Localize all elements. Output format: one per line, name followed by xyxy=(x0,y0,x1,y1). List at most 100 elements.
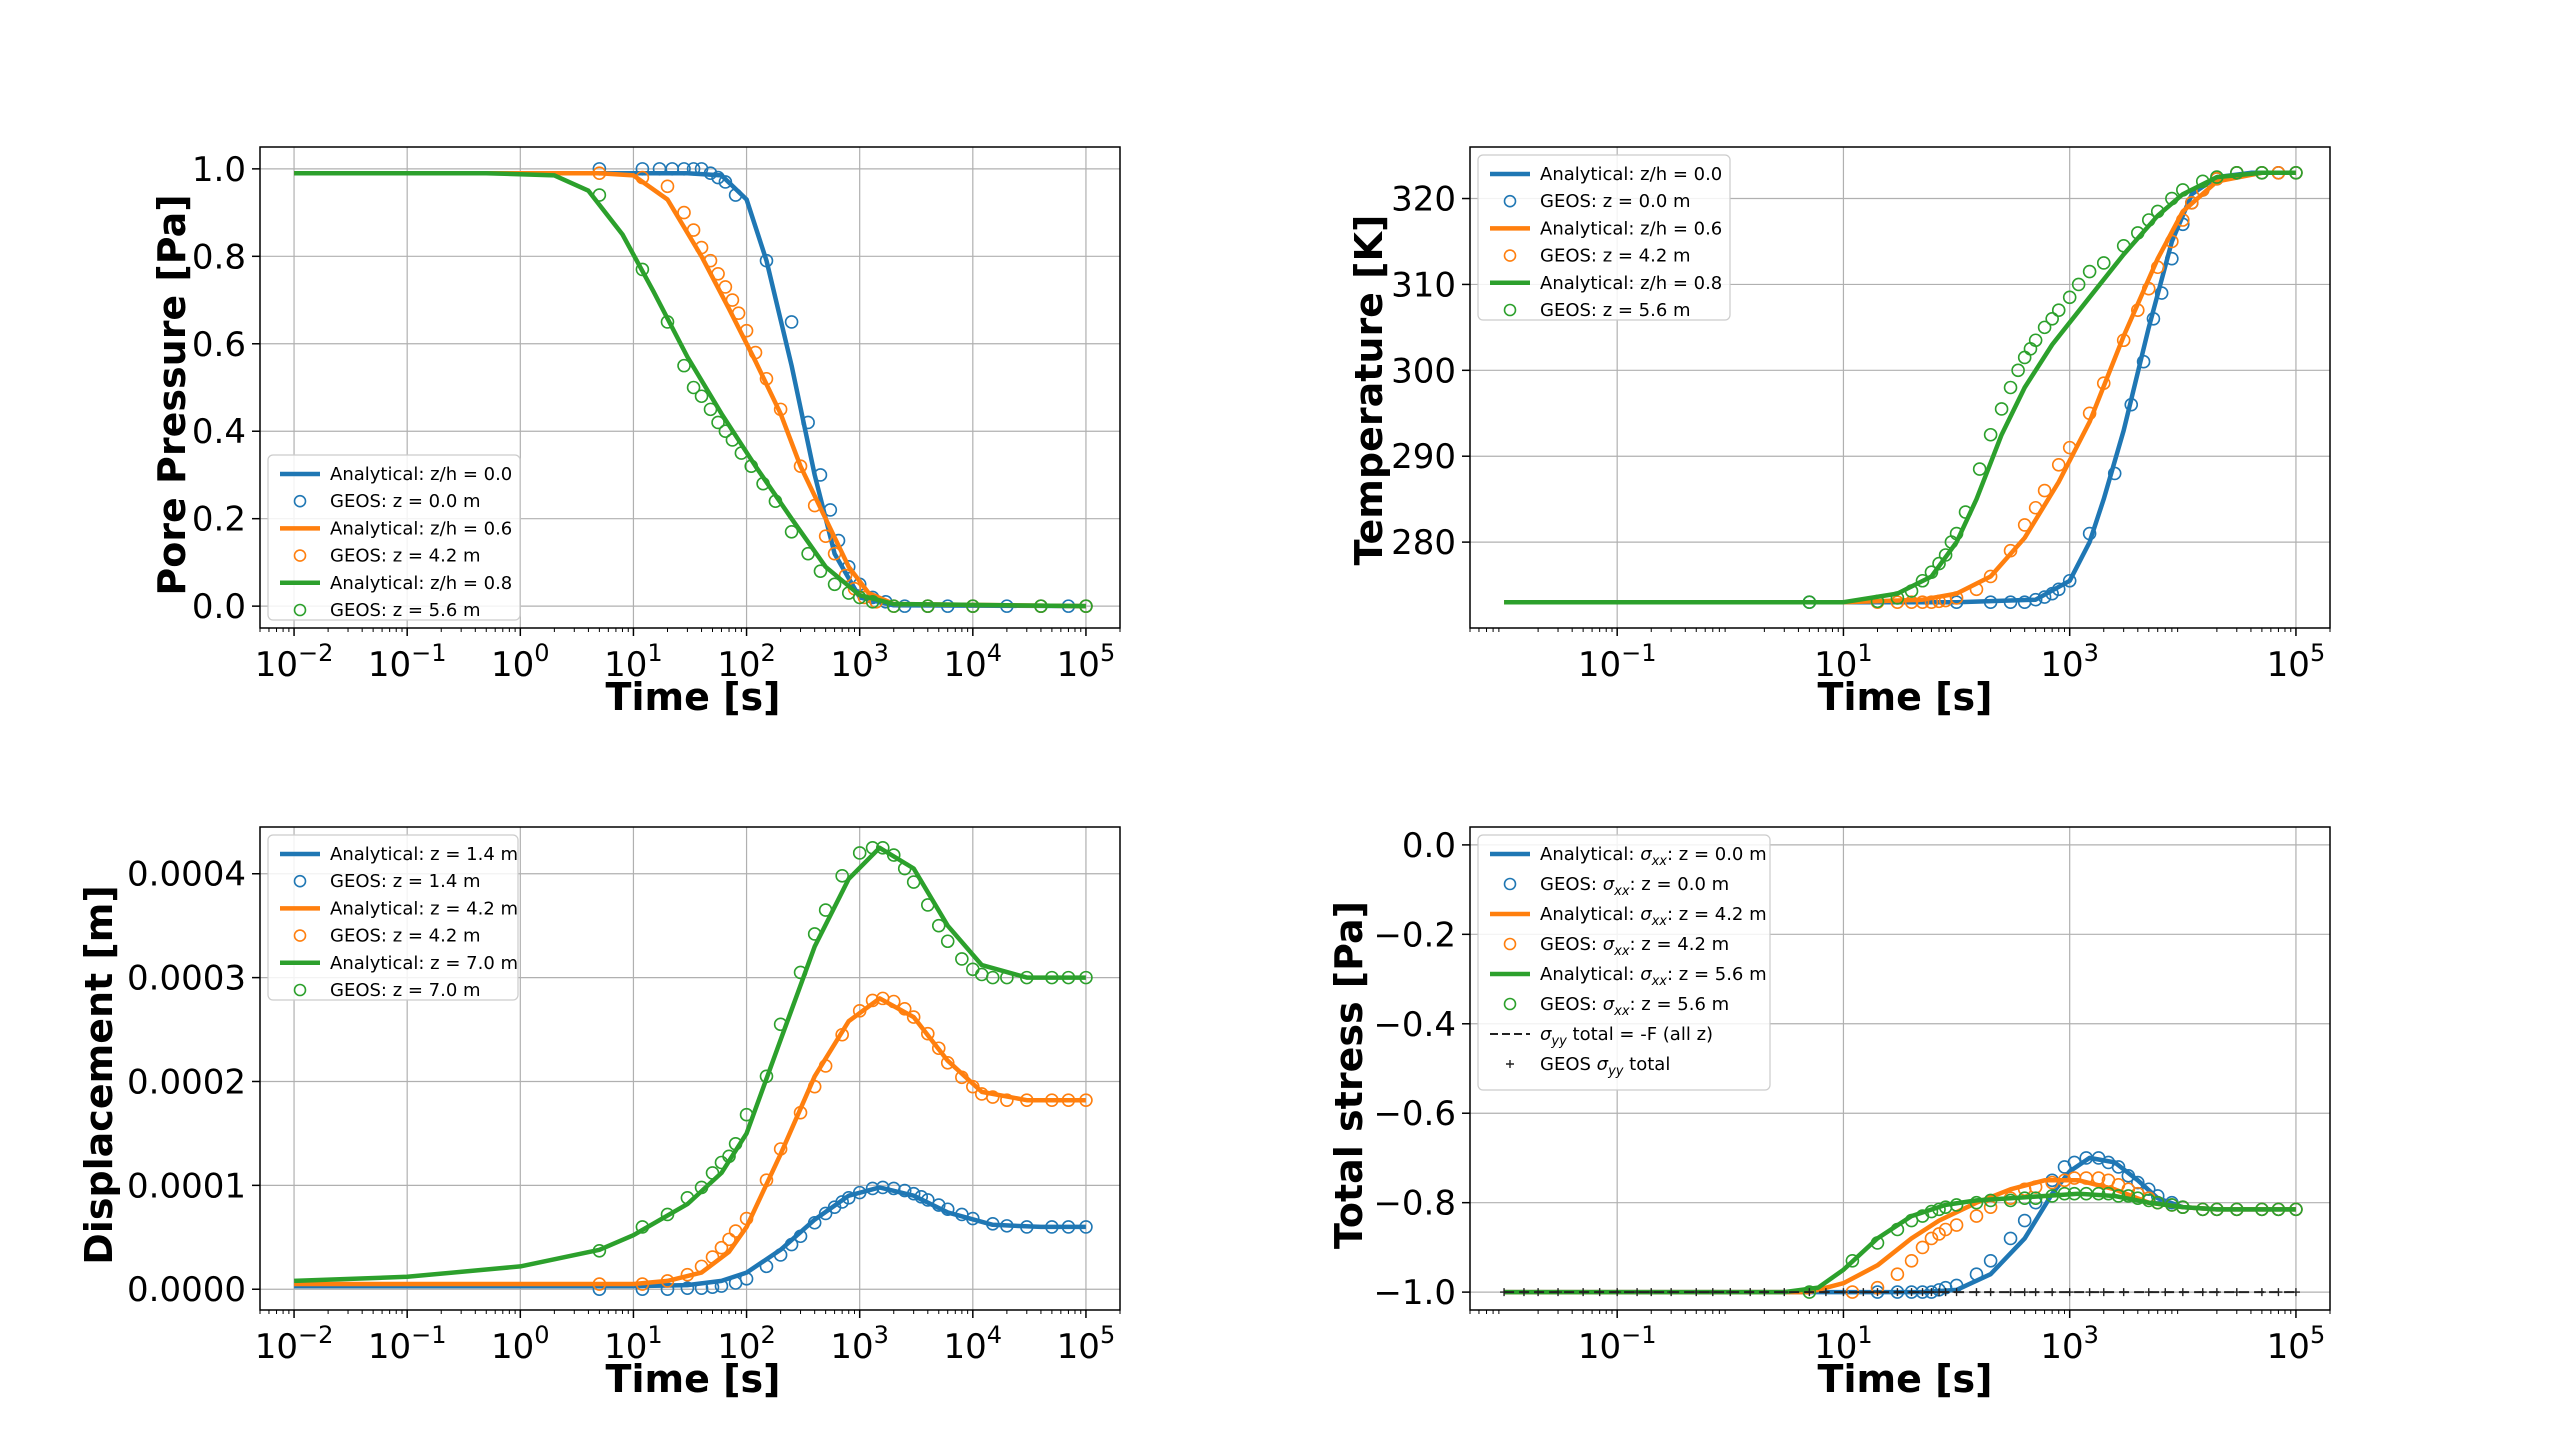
data-point xyxy=(2150,260,2165,275)
data-point xyxy=(2057,1173,2072,1188)
data-point xyxy=(807,498,822,513)
data-point xyxy=(2161,1288,2170,1297)
data-point xyxy=(660,1274,675,1288)
data-point xyxy=(1890,595,1905,610)
data-point xyxy=(2154,286,2169,300)
data-point xyxy=(793,1105,808,1120)
data-point xyxy=(1079,970,1093,985)
data-point xyxy=(756,476,770,491)
data-point xyxy=(2028,1191,2043,1205)
data-point xyxy=(1983,1193,1998,1208)
data-point xyxy=(2291,1288,2300,1297)
data-point xyxy=(906,1010,921,1024)
data-point xyxy=(852,1004,867,1018)
x-tick-label: 105 xyxy=(2267,639,2326,685)
data-point xyxy=(1802,595,1817,610)
data-point xyxy=(2229,165,2244,180)
y-axis-label: Displacement [m] xyxy=(77,885,121,1265)
data-point xyxy=(711,170,725,185)
legend-entry: GEOS: z = 0.0 m xyxy=(1503,191,1691,212)
data-point xyxy=(694,240,709,255)
x-tick-label: 10−1 xyxy=(1578,639,1657,685)
data-point xyxy=(2062,290,2077,305)
y-tick-label: 0.0001 xyxy=(127,1166,246,1206)
data-point xyxy=(1708,1288,1717,1297)
data-point xyxy=(2006,1288,2015,1297)
data-point xyxy=(875,840,890,855)
legend-entry: GEOS σyy total xyxy=(1506,1054,1670,1079)
legend-entry: GEOS: σxx: z = 5.6 m xyxy=(1503,994,1729,1019)
data-point xyxy=(865,993,880,1008)
data-point xyxy=(1760,1288,1769,1297)
data-point xyxy=(711,415,725,430)
data-point xyxy=(2003,595,2018,610)
x-tick-label: 103 xyxy=(830,1321,889,1367)
data-point xyxy=(1969,1209,1984,1223)
data-point xyxy=(2003,380,2018,395)
data-point xyxy=(1969,1195,1984,1210)
data-point xyxy=(2144,1288,2153,1297)
data-point xyxy=(1890,1222,1905,1237)
data-point xyxy=(1915,1240,1930,1255)
data-point xyxy=(2178,1288,2187,1297)
legend-label: GEOS σyy total xyxy=(1540,1054,1670,1079)
data-point xyxy=(1904,584,1919,598)
data-point xyxy=(1890,1267,1905,1282)
legend-label: GEOS: σxx: z = 0.0 m xyxy=(1540,874,1729,899)
data-point xyxy=(2274,1288,2283,1297)
data-point xyxy=(906,875,921,889)
temperature-chart: Time [s] Temperature [K] 10−1 101 103 105 28… xyxy=(1347,146,2331,719)
data-point xyxy=(1983,1254,1998,1268)
data-point xyxy=(1667,1288,1676,1297)
y-axis-label: Temperature [K] xyxy=(1347,215,1391,566)
data-point xyxy=(1958,505,1973,519)
series-5 xyxy=(592,840,1093,1258)
data-point xyxy=(931,1041,946,1056)
data-point xyxy=(714,1240,729,1255)
series-3 xyxy=(592,991,1093,1291)
data-point xyxy=(1904,595,1919,610)
y-tick-label: −0.6 xyxy=(1373,1094,1456,1134)
data-point xyxy=(2165,191,2179,206)
data-point xyxy=(823,503,838,517)
data-point xyxy=(2255,1202,2269,1217)
data-point xyxy=(2289,1202,2303,1217)
data-point xyxy=(2141,1193,2156,1208)
data-point xyxy=(2028,333,2043,348)
data-point xyxy=(1969,1267,1984,1282)
data-point xyxy=(2020,1288,2029,1297)
data-point xyxy=(1019,970,1034,985)
data-point xyxy=(2271,1202,2286,1217)
data-point xyxy=(835,1195,849,1209)
x-tick-label: 101 xyxy=(1814,639,1873,685)
data-point xyxy=(759,1069,774,1084)
data-point xyxy=(2141,213,2156,227)
data-point xyxy=(705,1280,720,1294)
legend-label: GEOS: z = 0.0 m xyxy=(330,491,481,512)
data-point xyxy=(2065,1288,2074,1297)
plot-frame xyxy=(259,146,1121,629)
data-point xyxy=(677,205,691,220)
data-point xyxy=(1870,1236,1885,1250)
data-point xyxy=(2017,518,2032,532)
plot-area xyxy=(294,840,1093,1297)
legend-entry: GEOS: z = 7.0 m xyxy=(293,980,481,1001)
data-point xyxy=(703,402,718,417)
data-point xyxy=(818,1206,833,1221)
legend-label: GEOS: σxx: z = 4.2 m xyxy=(1540,934,1729,959)
data-point xyxy=(966,1079,980,1094)
y-tick-label: 310 xyxy=(1391,265,1456,305)
data-point xyxy=(714,1279,729,1293)
data-point xyxy=(793,459,808,474)
x-tick-label: 10−1 xyxy=(368,639,447,685)
x-tick-label: 101 xyxy=(1814,1321,1873,1367)
data-point xyxy=(592,166,607,181)
x-axis-label: Time [s] xyxy=(606,675,781,719)
legend-entry: GEOS: z = 0.0 m xyxy=(293,491,481,512)
data-point xyxy=(784,1237,799,1252)
data-point xyxy=(1890,591,1905,605)
data-point xyxy=(2119,1288,2128,1297)
y-tick-label: 0.0002 xyxy=(127,1062,246,1102)
data-point xyxy=(1554,1288,1563,1297)
legend-swatch xyxy=(293,874,307,888)
